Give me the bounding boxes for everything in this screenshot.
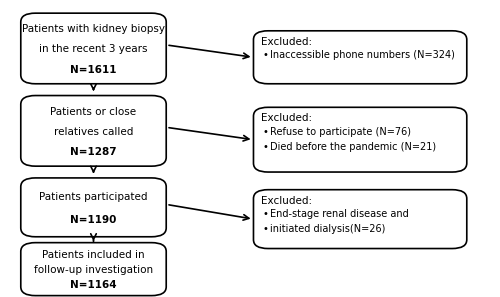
Text: Inaccessible phone numbers (N=324): Inaccessible phone numbers (N=324) xyxy=(270,50,456,60)
Text: •: • xyxy=(262,209,268,219)
Text: End-stage renal disease and: End-stage renal disease and xyxy=(270,209,409,219)
Text: Patients or close: Patients or close xyxy=(50,107,136,117)
Text: N=1190: N=1190 xyxy=(70,215,117,225)
Text: Excluded:: Excluded: xyxy=(260,37,312,47)
FancyBboxPatch shape xyxy=(254,190,467,249)
Text: •: • xyxy=(262,127,268,137)
Text: Refuse to participate (N=76): Refuse to participate (N=76) xyxy=(270,127,412,137)
Text: N=1164: N=1164 xyxy=(70,280,117,290)
Text: relatives called: relatives called xyxy=(54,127,133,137)
Text: N=1611: N=1611 xyxy=(70,65,116,75)
Text: N=1287: N=1287 xyxy=(70,147,117,157)
FancyBboxPatch shape xyxy=(21,243,166,296)
Text: •: • xyxy=(262,225,268,234)
Text: in the recent 3 years: in the recent 3 years xyxy=(39,45,148,54)
FancyBboxPatch shape xyxy=(21,178,166,237)
Text: Patients participated: Patients participated xyxy=(39,192,148,202)
Text: Excluded:: Excluded: xyxy=(260,196,312,206)
Text: Patients included in: Patients included in xyxy=(42,250,145,260)
FancyBboxPatch shape xyxy=(254,31,467,84)
Text: Patients with kidney biopsy: Patients with kidney biopsy xyxy=(22,24,165,34)
Text: •: • xyxy=(262,50,268,60)
FancyBboxPatch shape xyxy=(21,13,166,84)
Text: Died before the pandemic (N=21): Died before the pandemic (N=21) xyxy=(270,142,436,152)
Text: •: • xyxy=(262,142,268,152)
FancyBboxPatch shape xyxy=(21,96,166,166)
Text: Excluded:: Excluded: xyxy=(260,113,312,124)
Text: initiated dialysis(N=26): initiated dialysis(N=26) xyxy=(270,225,386,234)
Text: follow-up investigation: follow-up investigation xyxy=(34,265,153,275)
FancyBboxPatch shape xyxy=(254,107,467,172)
